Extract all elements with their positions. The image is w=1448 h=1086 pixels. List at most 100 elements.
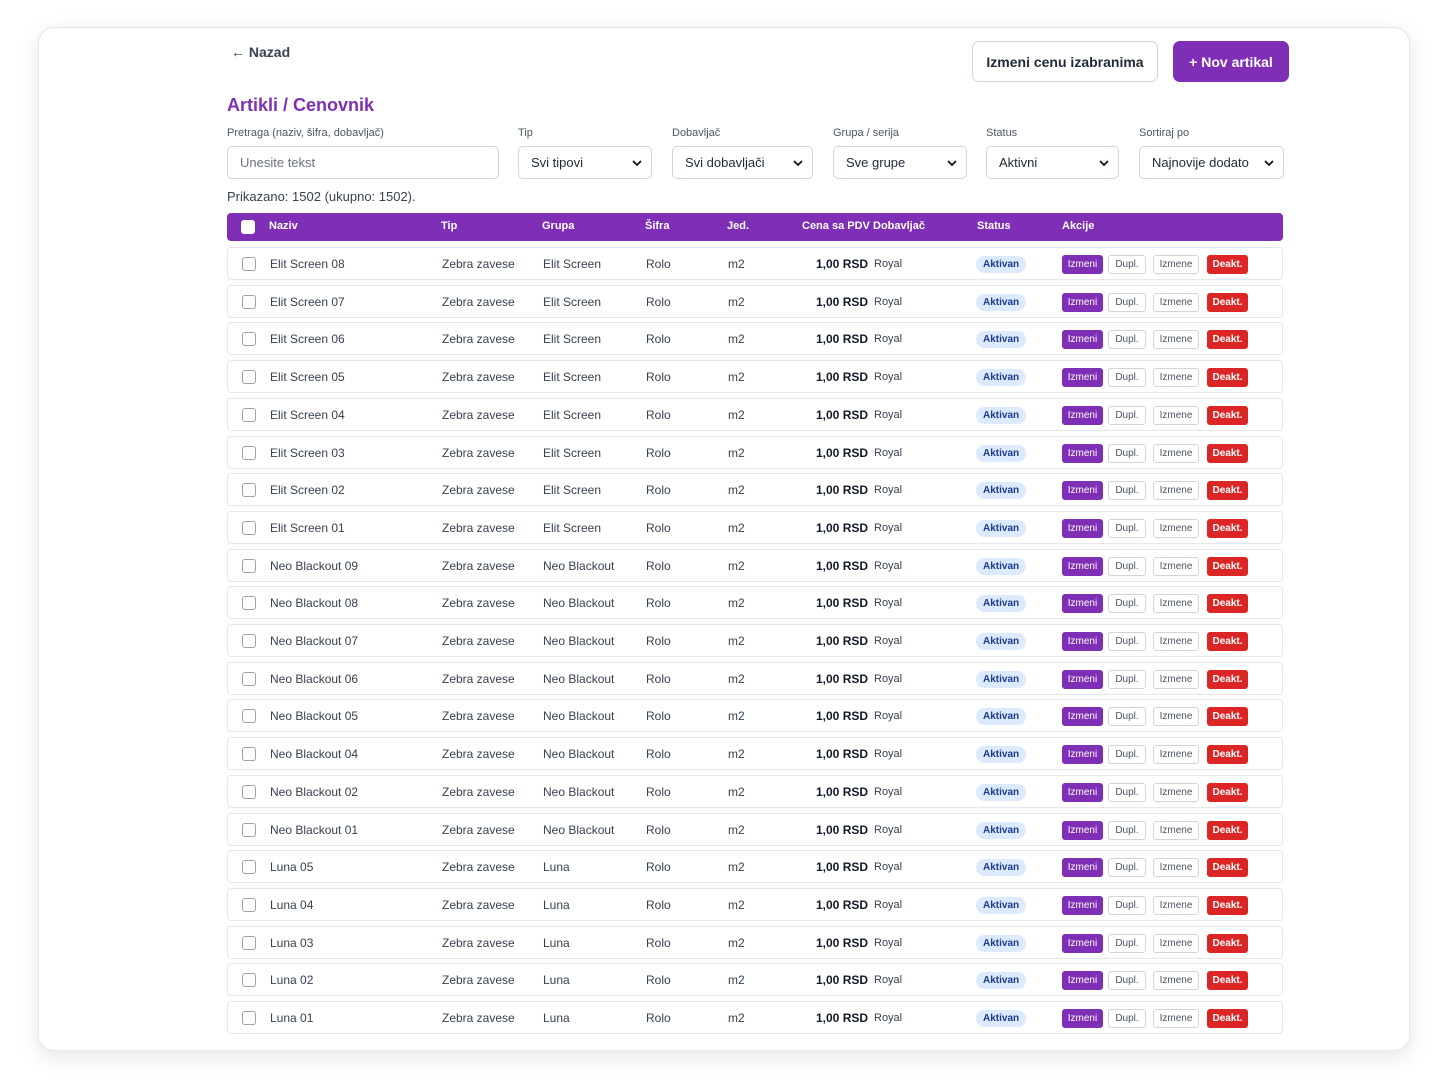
deactivate-button[interactable]: Deakt. (1207, 518, 1248, 538)
changes-button[interactable]: Izmene (1153, 707, 1199, 727)
supplier-select[interactable]: Svi dobavljači (672, 146, 813, 179)
changes-button[interactable]: Izmene (1153, 820, 1199, 840)
edit-button[interactable]: Izmeni (1062, 782, 1103, 802)
row-checkbox[interactable] (242, 483, 256, 498)
header-unit[interactable]: Jed. (727, 220, 750, 232)
changes-button[interactable]: Izmene (1153, 782, 1199, 802)
header-status[interactable]: Status (977, 220, 1011, 232)
row-checkbox[interactable] (242, 445, 256, 460)
row-checkbox[interactable] (242, 897, 256, 912)
edit-button[interactable]: Izmeni (1062, 933, 1103, 953)
deactivate-button[interactable]: Deakt. (1207, 292, 1248, 312)
duplicate-button[interactable]: Dupl. (1108, 594, 1146, 614)
row-checkbox[interactable] (242, 860, 256, 875)
row-checkbox[interactable] (242, 257, 256, 271)
row-checkbox[interactable] (242, 520, 256, 535)
edit-button[interactable]: Izmeni (1062, 405, 1103, 425)
duplicate-button[interactable]: Dupl. (1108, 255, 1146, 274)
duplicate-button[interactable]: Dupl. (1108, 820, 1146, 840)
edit-button[interactable]: Izmeni (1062, 292, 1103, 312)
edit-button[interactable]: Izmeni (1062, 858, 1103, 878)
deactivate-button[interactable]: Deakt. (1207, 481, 1248, 501)
edit-button[interactable]: Izmeni (1062, 707, 1103, 727)
row-checkbox[interactable] (242, 973, 256, 988)
header-supplier[interactable]: Dobavljač (873, 220, 925, 232)
duplicate-button[interactable]: Dupl. (1108, 1009, 1146, 1028)
row-checkbox[interactable] (242, 407, 256, 422)
deactivate-button[interactable]: Deakt. (1207, 745, 1248, 765)
header-code[interactable]: Šifra (645, 220, 670, 232)
edit-button[interactable]: Izmeni (1062, 632, 1103, 651)
edit-button[interactable]: Izmeni (1062, 330, 1103, 350)
changes-button[interactable]: Izmene (1153, 443, 1199, 463)
row-checkbox[interactable] (242, 784, 256, 799)
changes-button[interactable]: Izmene (1153, 405, 1199, 425)
row-checkbox[interactable] (242, 294, 256, 309)
row-checkbox[interactable] (242, 671, 256, 686)
changes-button[interactable]: Izmene (1153, 971, 1199, 991)
changes-button[interactable]: Izmene (1153, 632, 1199, 651)
edit-button[interactable]: Izmeni (1062, 594, 1103, 614)
group-select[interactable]: Sve grupe (833, 146, 967, 179)
duplicate-button[interactable]: Dupl. (1108, 858, 1146, 878)
row-checkbox[interactable] (242, 747, 256, 762)
edit-button[interactable]: Izmeni (1062, 971, 1103, 991)
deactivate-button[interactable]: Deakt. (1207, 443, 1248, 463)
changes-button[interactable]: Izmene (1153, 1009, 1199, 1028)
deactivate-button[interactable]: Deakt. (1207, 368, 1248, 388)
duplicate-button[interactable]: Dupl. (1108, 330, 1146, 350)
duplicate-button[interactable]: Dupl. (1108, 632, 1146, 651)
row-checkbox[interactable] (242, 822, 256, 837)
duplicate-button[interactable]: Dupl. (1108, 745, 1146, 765)
duplicate-button[interactable]: Dupl. (1108, 481, 1146, 501)
duplicate-button[interactable]: Dupl. (1108, 443, 1146, 463)
deactivate-button[interactable]: Deakt. (1207, 255, 1248, 274)
edit-button[interactable]: Izmeni (1062, 518, 1103, 538)
deactivate-button[interactable]: Deakt. (1207, 820, 1248, 840)
deactivate-button[interactable]: Deakt. (1207, 895, 1248, 915)
header-name[interactable]: Naziv (269, 220, 298, 232)
edit-button[interactable]: Izmeni (1062, 481, 1103, 501)
duplicate-button[interactable]: Dupl. (1108, 368, 1146, 388)
edit-button[interactable]: Izmeni (1062, 895, 1103, 915)
changes-button[interactable]: Izmene (1153, 594, 1199, 614)
deactivate-button[interactable]: Deakt. (1207, 556, 1248, 576)
deactivate-button[interactable]: Deakt. (1207, 782, 1248, 802)
duplicate-button[interactable]: Dupl. (1108, 518, 1146, 538)
changes-button[interactable]: Izmene (1153, 255, 1199, 274)
changes-button[interactable]: Izmene (1153, 895, 1199, 915)
duplicate-button[interactable]: Dupl. (1108, 971, 1146, 991)
duplicate-button[interactable]: Dupl. (1108, 292, 1146, 312)
changes-button[interactable]: Izmene (1153, 669, 1199, 689)
changes-button[interactable]: Izmene (1153, 481, 1199, 501)
duplicate-button[interactable]: Dupl. (1108, 405, 1146, 425)
deactivate-button[interactable]: Deakt. (1207, 1009, 1248, 1028)
duplicate-button[interactable]: Dupl. (1108, 895, 1146, 915)
changes-button[interactable]: Izmene (1153, 556, 1199, 576)
header-type[interactable]: Tip (441, 220, 458, 232)
deactivate-button[interactable]: Deakt. (1207, 669, 1248, 689)
deactivate-button[interactable]: Deakt. (1207, 405, 1248, 425)
edit-button[interactable]: Izmeni (1062, 745, 1103, 765)
changes-button[interactable]: Izmene (1153, 330, 1199, 350)
deactivate-button[interactable]: Deakt. (1207, 933, 1248, 953)
select-all-checkbox[interactable] (241, 220, 255, 234)
back-link[interactable]: ← Nazad (231, 44, 291, 60)
edit-button[interactable]: Izmeni (1062, 556, 1103, 576)
changes-button[interactable]: Izmene (1153, 368, 1199, 388)
duplicate-button[interactable]: Dupl. (1108, 556, 1146, 576)
duplicate-button[interactable]: Dupl. (1108, 669, 1146, 689)
row-checkbox[interactable] (242, 709, 256, 724)
deactivate-button[interactable]: Deakt. (1207, 707, 1248, 727)
edit-button[interactable]: Izmeni (1062, 368, 1103, 388)
row-checkbox[interactable] (242, 634, 256, 648)
deactivate-button[interactable]: Deakt. (1207, 858, 1248, 878)
duplicate-button[interactable]: Dupl. (1108, 933, 1146, 953)
edit-button[interactable]: Izmeni (1062, 443, 1103, 463)
duplicate-button[interactable]: Dupl. (1108, 782, 1146, 802)
edit-button[interactable]: Izmeni (1062, 1009, 1103, 1028)
deactivate-button[interactable]: Deakt. (1207, 594, 1248, 614)
edit-button[interactable]: Izmeni (1062, 255, 1103, 274)
header-price[interactable]: Cena sa PDV (802, 220, 870, 232)
deactivate-button[interactable]: Deakt. (1207, 971, 1248, 991)
